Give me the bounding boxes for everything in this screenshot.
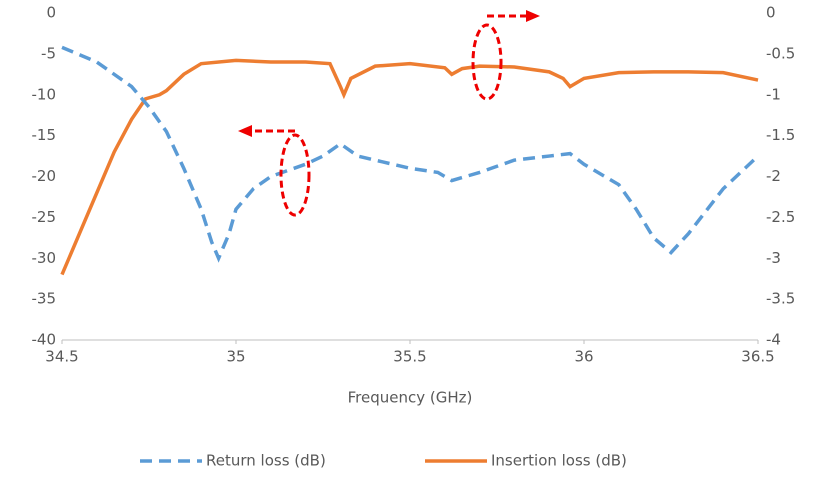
arrow-head	[238, 125, 252, 137]
y-tick-label: -40	[32, 331, 57, 349]
legend-label: Insertion loss (dB)	[491, 452, 627, 470]
y-tick-label: 0	[46, 4, 56, 22]
y2-tick-label: -0.5	[766, 44, 795, 62]
y-tick-label: -35	[32, 290, 57, 308]
line-series	[61, 45, 760, 263]
x-axis-label: Frequency (GHz)	[348, 389, 473, 407]
y2-tick-label: 0	[766, 4, 776, 22]
x-tick-label: 36.5	[741, 348, 774, 366]
x-tick-label: 35.5	[393, 348, 426, 366]
y2-tick-label: -2.5	[766, 208, 795, 226]
x-tick-label: 34.5	[45, 348, 78, 366]
y-tick-label: -15	[32, 126, 57, 144]
y2-tick-label: -1.5	[766, 126, 795, 144]
x-tick-label: 36	[574, 348, 593, 366]
y2-tick-label: -3	[766, 249, 781, 267]
y2-tick-label: -4	[766, 331, 781, 349]
annotation-ellipse	[471, 23, 503, 101]
line-series	[60, 58, 759, 276]
y-tick-label: -5	[41, 44, 56, 62]
arrow-head	[526, 10, 540, 22]
y-tick-label: -25	[32, 208, 57, 226]
legend-label: Return loss (dB)	[206, 452, 326, 470]
y2-tick-label: -3.5	[766, 290, 795, 308]
y-tick-label: -10	[32, 85, 57, 103]
annotation	[250, 14, 528, 217]
y2-tick-label: -1	[766, 85, 781, 103]
x-tick-label: 35	[226, 348, 245, 366]
y-tick-label: -30	[32, 249, 57, 267]
annotation-ellipse	[279, 133, 311, 217]
y2-tick-label: -2	[766, 167, 781, 185]
y-tick-label: -20	[32, 167, 57, 185]
